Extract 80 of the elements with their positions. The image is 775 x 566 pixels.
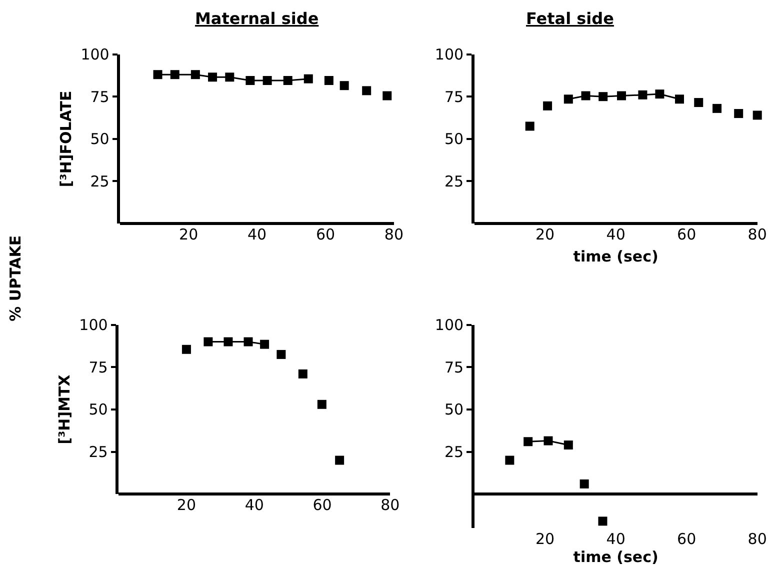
x-tick-label: 20 [536, 530, 555, 548]
y-axis-title: [³H]MTX [55, 374, 74, 444]
point [616, 91, 626, 100]
x-tick-label: 80 [380, 496, 400, 514]
x-tick-label: 20 [536, 226, 555, 244]
point [734, 109, 744, 118]
point [224, 337, 233, 346]
x-axis-title: time (sec) [573, 248, 658, 266]
point [694, 98, 704, 108]
x-tick-label: 40 [606, 530, 626, 548]
point [580, 479, 589, 488]
y-tick-label: 75 [88, 358, 108, 376]
y-tick-label: 75 [444, 358, 464, 376]
point [208, 72, 218, 82]
point [362, 86, 372, 96]
x-tick-label: 20 [176, 496, 196, 514]
x-tick-label: 60 [677, 530, 696, 548]
point [340, 81, 349, 90]
point [598, 516, 608, 526]
point [153, 70, 162, 80]
point [564, 440, 573, 450]
point [543, 101, 552, 110]
point [190, 70, 200, 80]
x-tick-label: 80 [384, 226, 404, 244]
point [317, 400, 326, 409]
y-tick-label: 100 [434, 316, 464, 334]
y-tick-label: 100 [434, 46, 464, 64]
y-tick-label: 25 [444, 172, 464, 190]
x-tick-label: 40 [606, 226, 626, 244]
point [244, 337, 253, 346]
x-tick-label: 40 [248, 226, 267, 244]
y-tick-label: 50 [444, 130, 464, 148]
x-tick-label: 60 [316, 226, 336, 244]
point [752, 110, 762, 120]
point [524, 437, 533, 446]
y-tick-label: 75 [90, 88, 110, 106]
y-tick-label: 25 [88, 443, 108, 462]
x-axis-title: time (sec) [573, 548, 658, 566]
point [505, 456, 514, 465]
x-tick-label: 60 [312, 496, 332, 514]
point [260, 340, 270, 349]
point [638, 90, 648, 100]
text: % UPTAKE [6, 235, 24, 322]
point [324, 76, 334, 86]
y-tick-label: 25 [90, 172, 110, 190]
point [382, 91, 392, 100]
point [246, 76, 255, 86]
x-tick-label: 60 [677, 226, 696, 244]
point [304, 74, 313, 84]
point [655, 90, 664, 99]
y-tick-label: 50 [444, 400, 464, 419]
point [225, 72, 234, 82]
point [335, 456, 344, 465]
point [182, 344, 191, 354]
point [276, 350, 286, 359]
point [262, 76, 272, 86]
y-tick-label: 25 [444, 443, 464, 462]
y-tick-label: 100 [79, 316, 108, 334]
x-tick-label: 20 [179, 226, 198, 244]
point [204, 337, 213, 346]
y-tick-label: 50 [88, 400, 108, 419]
point [298, 369, 308, 378]
point [170, 70, 180, 80]
x-tick-label: 80 [748, 530, 767, 548]
point [598, 92, 608, 102]
y-axis-title: [³H]FOLATE [56, 90, 75, 188]
point [581, 91, 590, 100]
x-tick-label: 40 [244, 496, 264, 514]
point [525, 122, 534, 131]
y-tick-label: 50 [90, 130, 110, 148]
x-tick-label: 80 [748, 226, 767, 244]
chart-title: Maternal side [195, 9, 319, 28]
y-tick-label: 100 [80, 46, 110, 64]
point [675, 94, 684, 104]
point [712, 104, 722, 113]
point [283, 76, 292, 86]
point [564, 94, 573, 104]
y-tick-label: 75 [444, 88, 464, 106]
chart-title: Fetal side [526, 9, 614, 28]
point [544, 436, 553, 446]
